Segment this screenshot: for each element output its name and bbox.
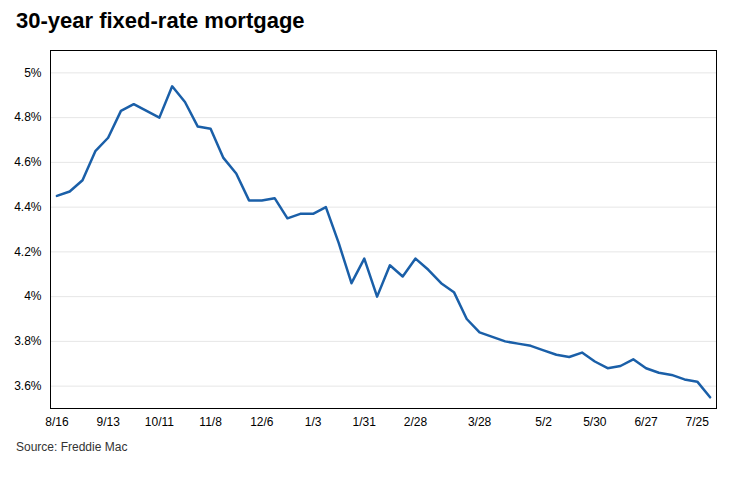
svg-text:4.4%: 4.4%: [14, 200, 42, 214]
svg-text:11/8: 11/8: [199, 415, 222, 429]
svg-text:2/28: 2/28: [404, 415, 428, 429]
html-text:30-year fixed-rate mortgage: 30-year fixed-rate mortgage: [16, 8, 305, 33]
svg-text:1/31: 1/31: [353, 415, 377, 429]
svg-text:5%: 5%: [24, 66, 42, 80]
svg-text:5/2: 5/2: [535, 415, 552, 429]
svg-text:3/28: 3/28: [468, 415, 492, 429]
svg-text:9/13: 9/13: [96, 415, 120, 429]
svg-text:6/27: 6/27: [634, 415, 658, 429]
svg-text:4.6%: 4.6%: [14, 155, 42, 169]
svg-text:12/6: 12/6: [250, 415, 274, 429]
svg-text:8/16: 8/16: [45, 415, 69, 429]
svg-text:3.6%: 3.6%: [14, 379, 42, 393]
html-text:Source: Freddie Mac: Source: Freddie Mac: [16, 440, 128, 454]
svg-text:3.8%: 3.8%: [14, 334, 42, 348]
svg-text:5/30: 5/30: [583, 415, 607, 429]
svg-text:4.2%: 4.2%: [14, 245, 42, 259]
svg-text:4.8%: 4.8%: [14, 110, 42, 124]
svg-text:1/3: 1/3: [305, 415, 322, 429]
svg-text:7/25: 7/25: [686, 415, 710, 429]
svg-text:4%: 4%: [24, 289, 42, 303]
svg-text:10/11: 10/11: [145, 415, 174, 429]
